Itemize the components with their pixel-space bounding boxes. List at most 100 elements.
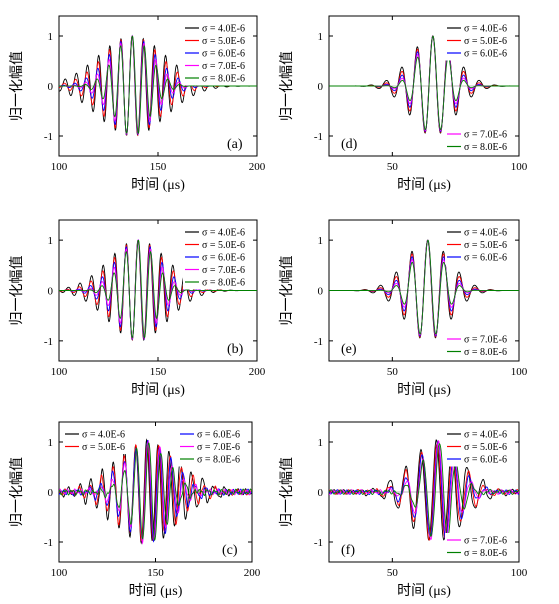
x-tick-label: 50 <box>387 366 399 378</box>
y-tick-label: -1 <box>44 336 53 348</box>
y-axis-title: 归一化幅值 <box>278 256 295 326</box>
y-tick-label: 1 <box>48 235 54 247</box>
legend-label: σ = 5.0E-6 <box>202 36 245 47</box>
y-tick-label: 0 <box>48 487 54 499</box>
chart-panel: 50 100 -1 0 1 时间 (μs) 归一化幅值 σ = 4.0E-6σ = 5.0E-… <box>278 219 528 398</box>
y-tick-label: 1 <box>318 437 324 449</box>
legend-label: σ = 4.0E-6 <box>202 24 245 35</box>
legend-label: σ = 6.0E-6 <box>197 430 240 441</box>
legend-label: σ = 6.0E-6 <box>464 455 507 466</box>
chart-panel: 50 100 -1 0 1 时间 (μs) 归一化幅值 σ = 4.0E-6σ = 5.0E-… <box>278 15 528 193</box>
legend-label: σ = 4.0E-6 <box>82 430 125 441</box>
legend-label: σ = 7.0E-6 <box>202 265 245 276</box>
series-line <box>329 35 519 131</box>
legend-label: σ = 5.0E-6 <box>82 442 125 453</box>
series-line <box>329 239 519 335</box>
series-line <box>59 439 252 543</box>
y-tick-label: 1 <box>48 31 54 43</box>
panel-label: (c) <box>222 543 238 558</box>
chart-panel: 100 150 200 -1 0 1 时间 (μs) 归一化幅值 σ = 4.0E-6σ = 5… <box>8 15 266 193</box>
x-tick-label: 50 <box>387 161 399 173</box>
legend-label: σ = 8.0E-6 <box>202 74 245 85</box>
legend-label: σ = 7.0E-6 <box>197 442 240 453</box>
legend-label: σ = 4.0E-6 <box>202 228 245 239</box>
legend-label: σ = 8.0E-6 <box>464 347 507 358</box>
y-tick-label: -1 <box>314 537 323 549</box>
x-tick-label: 100 <box>51 567 68 579</box>
legend-label: σ = 5.0E-6 <box>464 240 507 251</box>
y-tick-label: -1 <box>314 336 323 348</box>
chart-panel: 100 150 200 -1 0 1 时间 (μs) 归一化幅值 σ = 4.0E-6σ = 5… <box>8 219 266 398</box>
y-tick-label: 1 <box>48 437 54 449</box>
y-tick-label: 0 <box>48 286 54 298</box>
legend: σ = 4.0E-6σ = 5.0E-6 σ = 6.0E-6 <box>445 21 515 61</box>
x-tick-label: 50 <box>387 567 399 579</box>
legend-label: σ = 6.0E-6 <box>464 253 507 264</box>
legend-label: σ = 6.0E-6 <box>464 49 507 60</box>
legend-label: σ = 7.0E-6 <box>464 130 507 141</box>
legend-label: σ = 5.0E-6 <box>464 442 507 453</box>
legend-label: σ = 5.0E-6 <box>464 36 507 47</box>
series-line <box>59 442 252 541</box>
legend: σ = 4.0E-6σ = 5.0E-6 σ = 6.0E-6σ = 7.0E-6… <box>183 21 253 86</box>
y-tick-label: -1 <box>44 537 53 549</box>
y-axis-title: 归一化幅值 <box>278 457 295 527</box>
y-tick-label: -1 <box>44 131 53 143</box>
legend-label: σ = 6.0E-6 <box>202 253 245 264</box>
panel-label: (f) <box>341 543 355 558</box>
chart-panel: 100 150 200 -1 0 1 时间 (μs) 归一化幅值 σ = 4.0E-6σ = 5… <box>8 421 261 599</box>
x-tick-label: 200 <box>249 161 266 173</box>
panel-label: (a) <box>227 137 243 152</box>
x-axis-title: 时间 (μs) <box>397 382 451 398</box>
y-tick-label: -1 <box>314 131 323 143</box>
panel-label: (e) <box>341 342 357 357</box>
legend-label: σ = 8.0E-6 <box>202 278 245 289</box>
x-tick-label: 100 <box>511 567 528 579</box>
y-axis-title: 归一化幅值 <box>278 51 295 121</box>
legend: σ = 4.0E-6σ = 5.0E-6 σ = 6.0E-6 <box>445 427 515 467</box>
legend: σ = 4.0E-6σ = 5.0E-6 σ = 6.0E-6 <box>445 225 515 265</box>
legend-label: σ = 5.0E-6 <box>202 240 245 251</box>
series-line <box>329 443 519 538</box>
legend-box <box>445 332 515 359</box>
legend-label: σ = 8.0E-6 <box>464 142 507 153</box>
legend-box <box>445 533 515 560</box>
x-tick-label: 200 <box>244 567 261 579</box>
series-line <box>59 438 252 545</box>
y-tick-label: 0 <box>318 81 324 93</box>
legend: σ = 4.0E-6σ = 5.0E-6 <box>63 427 133 454</box>
x-axis-title: 时间 (μs) <box>131 177 185 193</box>
x-tick-label: 150 <box>150 161 167 173</box>
x-tick-label: 200 <box>249 366 266 378</box>
y-axis-title: 归一化幅值 <box>8 457 25 527</box>
x-tick-label: 100 <box>511 366 528 378</box>
x-axis-title: 时间 (μs) <box>131 382 185 398</box>
y-axis-title: 归一化幅值 <box>8 256 25 326</box>
x-tick-label: 100 <box>51 161 68 173</box>
chart-panel: 50 100 -1 0 1 时间 (μs) 归一化幅值 σ = 4.0E-6σ = 5.0E-… <box>278 421 528 599</box>
legend-label: σ = 8.0E-6 <box>197 455 240 466</box>
y-tick-label: 0 <box>318 487 324 499</box>
x-axis-title: 时间 (μs) <box>129 583 183 599</box>
y-tick-label: 1 <box>318 31 324 43</box>
series-line <box>59 35 257 135</box>
legend-label: σ = 4.0E-6 <box>464 430 507 441</box>
x-tick-label: 150 <box>150 366 167 378</box>
legend: σ = 6.0E-6σ = 7.0E-6 σ = 8.0E-6 <box>178 427 248 467</box>
y-axis-title: 归一化幅值 <box>8 51 25 121</box>
legend-label: σ = 7.0E-6 <box>464 536 507 547</box>
x-axis-title: 时间 (μs) <box>397 177 451 193</box>
x-axis-title: 时间 (μs) <box>397 583 451 599</box>
y-tick-label: 0 <box>48 81 54 93</box>
panel-label: (d) <box>341 137 358 152</box>
legend-label: σ = 4.0E-6 <box>464 228 507 239</box>
y-tick-label: 0 <box>318 286 324 298</box>
legend-box <box>63 427 133 454</box>
legend-label: σ = 6.0E-6 <box>202 49 245 60</box>
legend: σ = 4.0E-6σ = 5.0E-6 σ = 6.0E-6σ = 7.0E-6… <box>183 225 253 290</box>
y-tick-label: 1 <box>318 235 324 247</box>
x-tick-label: 100 <box>51 366 68 378</box>
legend-label: σ = 7.0E-6 <box>464 335 507 346</box>
legend: σ = 7.0E-6σ = 8.0E-6 <box>445 332 515 359</box>
